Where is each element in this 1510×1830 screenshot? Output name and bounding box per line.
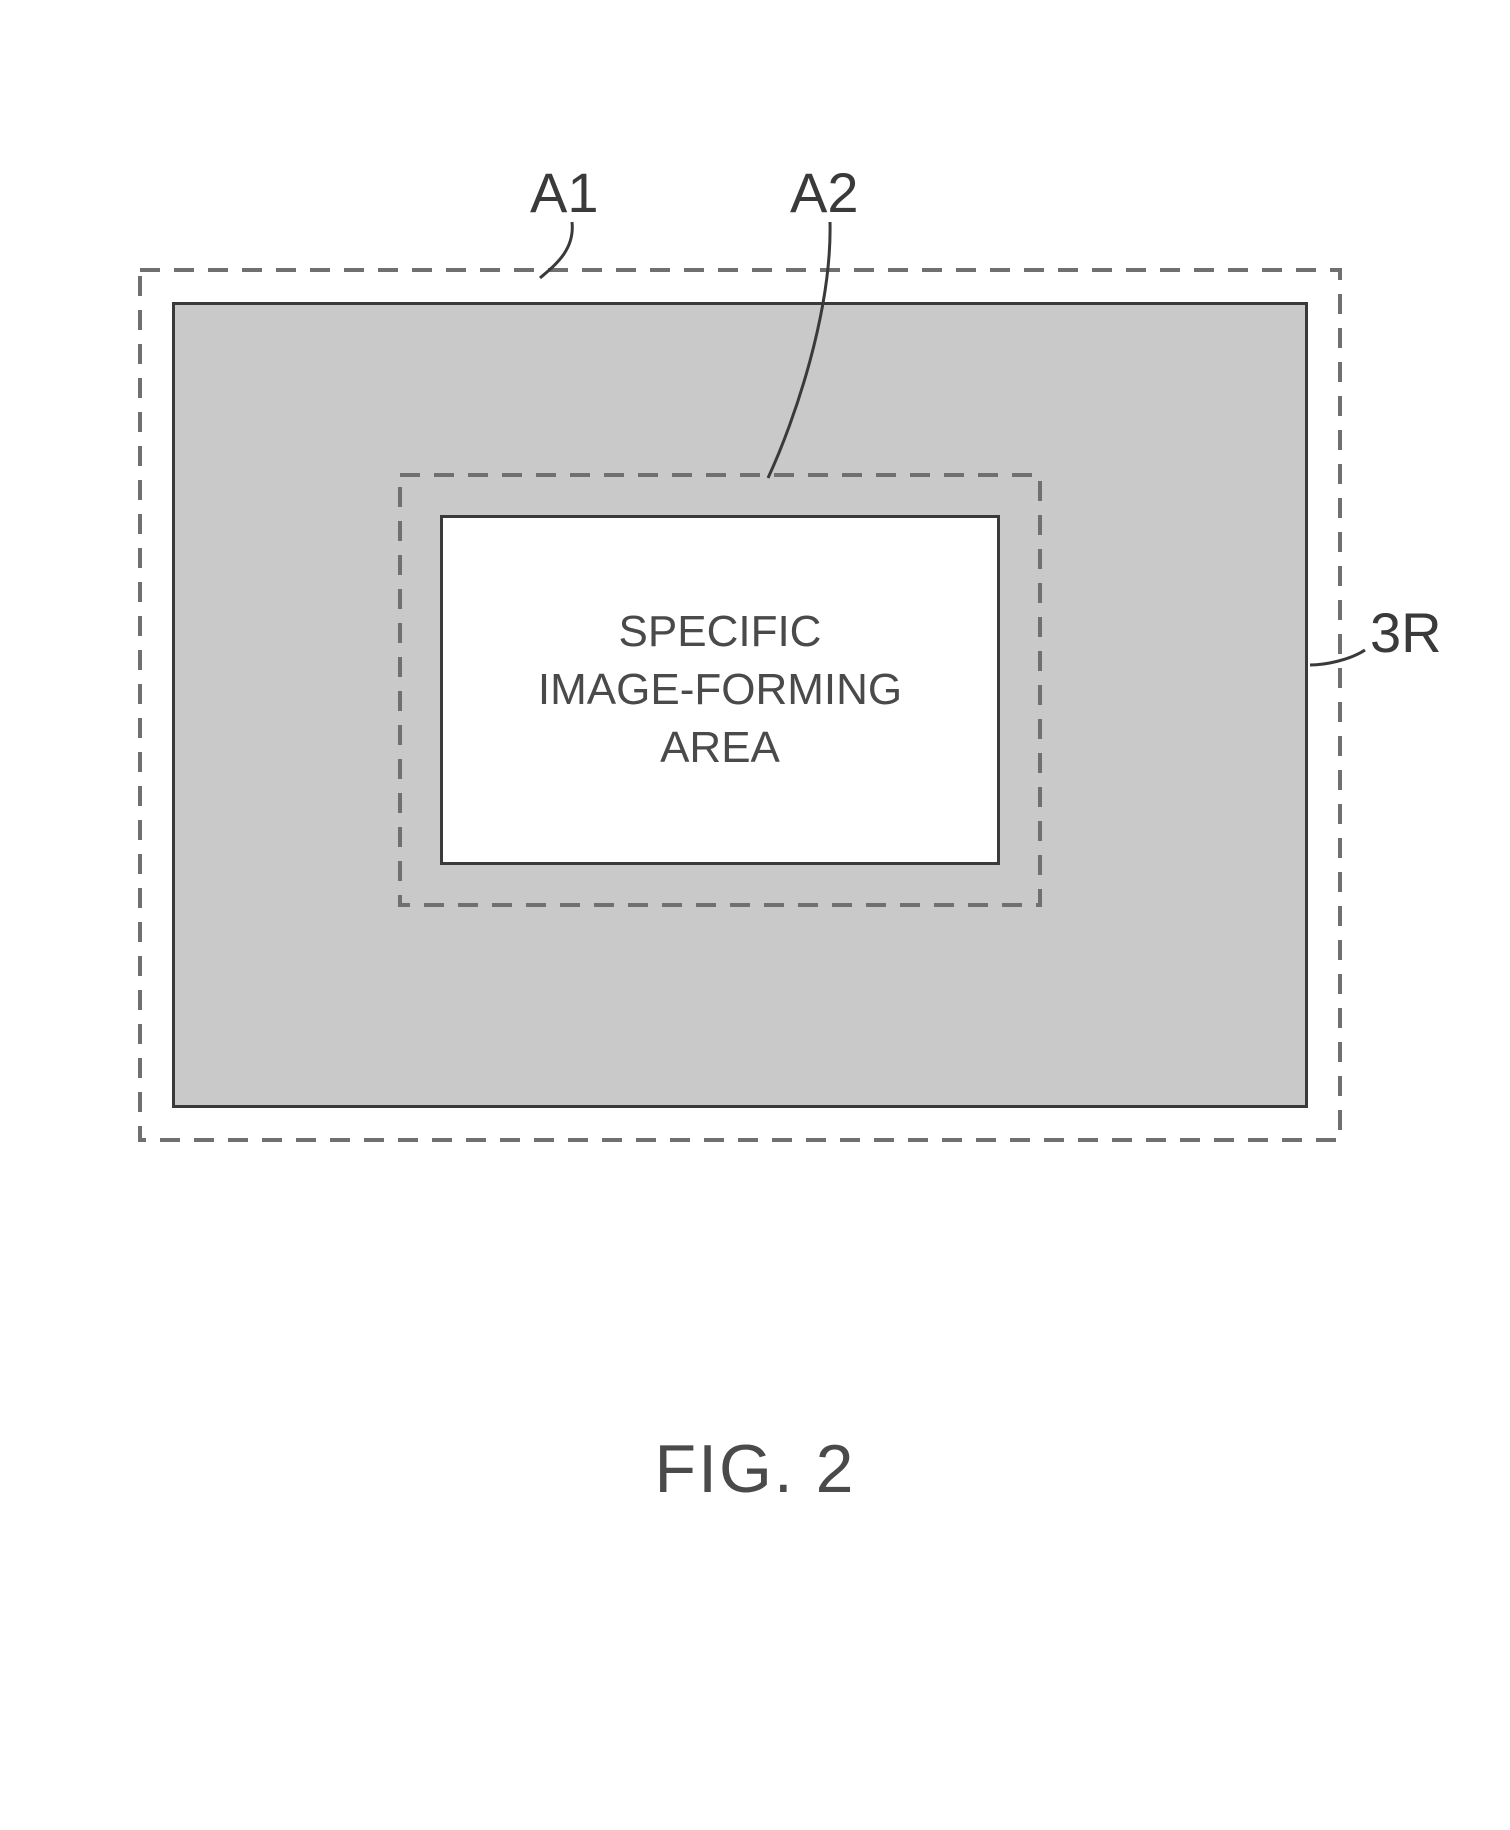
label-a1: A1	[530, 160, 599, 225]
figure-caption: FIG. 2	[0, 1430, 1510, 1508]
label-a2: A2	[790, 160, 859, 225]
specific-image-forming-area: SPECIFIC IMAGE-FORMING AREA	[440, 515, 1000, 865]
specific-area-label: SPECIFIC IMAGE-FORMING AREA	[538, 603, 902, 777]
figure-canvas: SPECIFIC IMAGE-FORMING AREA A1 A2 3R FIG…	[0, 0, 1510, 1830]
label-3r: 3R	[1370, 600, 1442, 665]
